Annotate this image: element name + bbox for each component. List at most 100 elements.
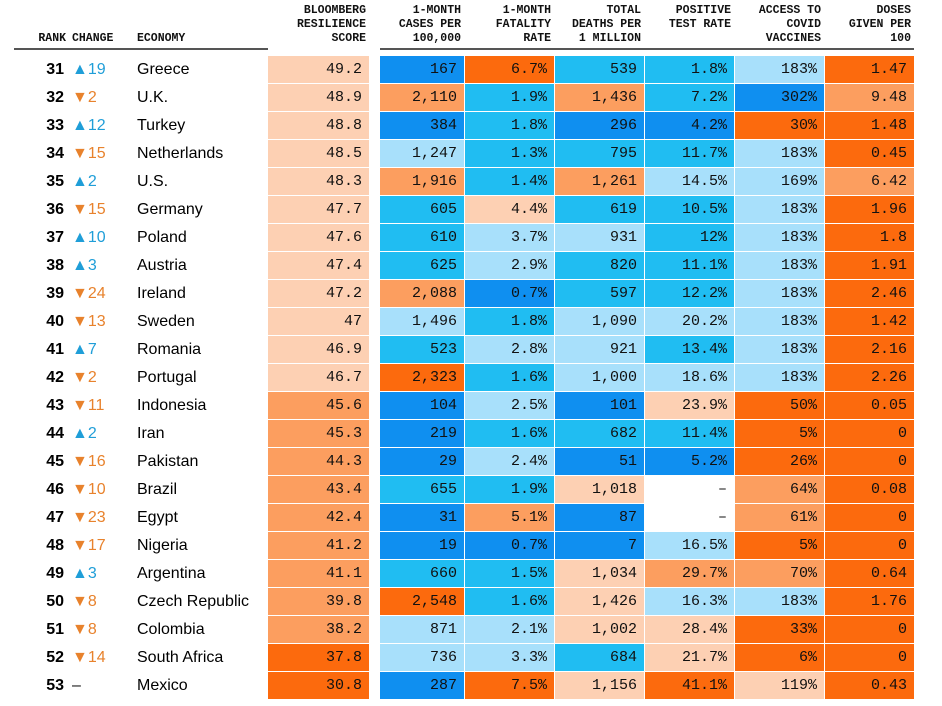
change-cell: ▼2 — [72, 89, 97, 106]
score-cell: 38.2 — [268, 616, 369, 643]
cases-cell: 167 — [380, 56, 464, 83]
change-cell: ▼8 — [72, 621, 97, 638]
deaths-cell: 1,034 — [555, 560, 644, 587]
rank-cell: 31 — [46, 61, 64, 78]
score-cell: 46.9 — [268, 336, 369, 363]
vaccine-access-cell: 5% — [735, 420, 824, 447]
cases-cell: 1,916 — [380, 168, 464, 195]
vaccine-access-cell: 183% — [735, 588, 824, 615]
doses-cell: 2.26 — [825, 364, 914, 391]
positive-rate-cell: 11.7% — [645, 140, 734, 167]
fatality-cell: 3.3% — [465, 644, 554, 671]
economy-cell: Austria — [137, 257, 187, 274]
fatality-cell: 2.1% — [465, 616, 554, 643]
cases-cell: 287 — [380, 672, 464, 699]
doses-cell: 0 — [825, 504, 914, 531]
column-header-score: BLOOMBERG RESILIENCE SCORE — [296, 4, 366, 45]
cases-cell: 1,247 — [380, 140, 464, 167]
cases-cell: 1,496 — [380, 308, 464, 335]
score-cell: 45.6 — [268, 392, 369, 419]
doses-cell: 0 — [825, 532, 914, 559]
vaccine-access-cell: 183% — [735, 252, 824, 279]
vaccine-access-cell: 302% — [735, 84, 824, 111]
column-header-economy: ECONOMY — [137, 32, 186, 45]
header-rule — [380, 48, 914, 50]
doses-cell: 9.48 — [825, 84, 914, 111]
rank-cell: 44 — [46, 425, 64, 442]
change-cell: ▼14 — [72, 649, 106, 666]
change-cell: ▲3 — [72, 257, 97, 274]
positive-rate-cell: 18.6% — [645, 364, 734, 391]
score-cell: 37.8 — [268, 644, 369, 671]
change-cell: ▼23 — [72, 509, 106, 526]
vaccine-access-cell: 183% — [735, 224, 824, 251]
change-cell: ▼15 — [72, 201, 106, 218]
positive-rate-cell: 11.1% — [645, 252, 734, 279]
change-cell: ▼8 — [72, 593, 97, 610]
fatality-cell: 6.7% — [465, 56, 554, 83]
doses-cell: 1.8 — [825, 224, 914, 251]
economy-cell: Germany — [137, 201, 203, 218]
positive-rate-cell: 4.2% — [645, 112, 734, 139]
doses-cell: 0 — [825, 448, 914, 475]
fatality-cell: 1.9% — [465, 476, 554, 503]
economy-cell: Portugal — [137, 369, 197, 386]
economy-cell: Turkey — [137, 117, 186, 134]
positive-rate-cell: 23.9% — [645, 392, 734, 419]
fatality-cell: 7.5% — [465, 672, 554, 699]
positive-rate-cell: – — [645, 476, 734, 503]
positive-rate-cell: 12.2% — [645, 280, 734, 307]
economy-cell: Poland — [137, 229, 187, 246]
deaths-cell: 296 — [555, 112, 644, 139]
column-header-rank: RANK — [38, 32, 66, 45]
economy-cell: Sweden — [137, 313, 195, 330]
fatality-cell: 2.4% — [465, 448, 554, 475]
doses-cell: 1.47 — [825, 56, 914, 83]
fatality-cell: 1.4% — [465, 168, 554, 195]
fatality-cell: 2.8% — [465, 336, 554, 363]
fatality-cell: 1.9% — [465, 84, 554, 111]
change-cell: ▼2 — [72, 369, 97, 386]
economy-cell: Indonesia — [137, 397, 207, 414]
rank-cell: 34 — [46, 145, 64, 162]
fatality-cell: 1.6% — [465, 420, 554, 447]
cases-cell: 2,548 — [380, 588, 464, 615]
fatality-cell: 5.1% — [465, 504, 554, 531]
column-header-doses: DOSES GIVEN PER 100 — [848, 4, 911, 45]
deaths-cell: 1,156 — [555, 672, 644, 699]
cases-cell: 29 — [380, 448, 464, 475]
doses-cell: 1.91 — [825, 252, 914, 279]
score-cell: 47 — [268, 308, 369, 335]
score-cell: 47.6 — [268, 224, 369, 251]
cases-cell: 625 — [380, 252, 464, 279]
change-cell: ▼13 — [72, 313, 106, 330]
positive-rate-cell: 20.2% — [645, 308, 734, 335]
column-header-access: ACCESS TO COVID VACCINES — [758, 4, 821, 45]
doses-cell: 0 — [825, 644, 914, 671]
cases-cell: 523 — [380, 336, 464, 363]
economy-cell: Greece — [137, 61, 190, 78]
vaccine-access-cell: 183% — [735, 364, 824, 391]
positive-rate-cell: 13.4% — [645, 336, 734, 363]
fatality-cell: 1.8% — [465, 112, 554, 139]
score-cell: 44.3 — [268, 448, 369, 475]
rank-cell: 50 — [46, 593, 64, 610]
positive-rate-cell: 5.2% — [645, 448, 734, 475]
doses-cell: 2.46 — [825, 280, 914, 307]
score-cell: 47.7 — [268, 196, 369, 223]
fatality-cell: 2.5% — [465, 392, 554, 419]
economy-cell: U.K. — [137, 89, 169, 106]
fatality-cell: 0.7% — [465, 532, 554, 559]
score-cell: 48.9 — [268, 84, 369, 111]
rank-cell: 48 — [46, 537, 64, 554]
deaths-cell: 820 — [555, 252, 644, 279]
rank-cell: 53 — [46, 677, 64, 694]
positive-rate-cell: 21.7% — [645, 644, 734, 671]
positive-rate-cell: 1.8% — [645, 56, 734, 83]
positive-rate-cell: 29.7% — [645, 560, 734, 587]
economy-cell: Mexico — [137, 677, 188, 694]
score-cell: 41.2 — [268, 532, 369, 559]
deaths-cell: 7 — [555, 532, 644, 559]
rank-cell: 41 — [46, 341, 64, 358]
